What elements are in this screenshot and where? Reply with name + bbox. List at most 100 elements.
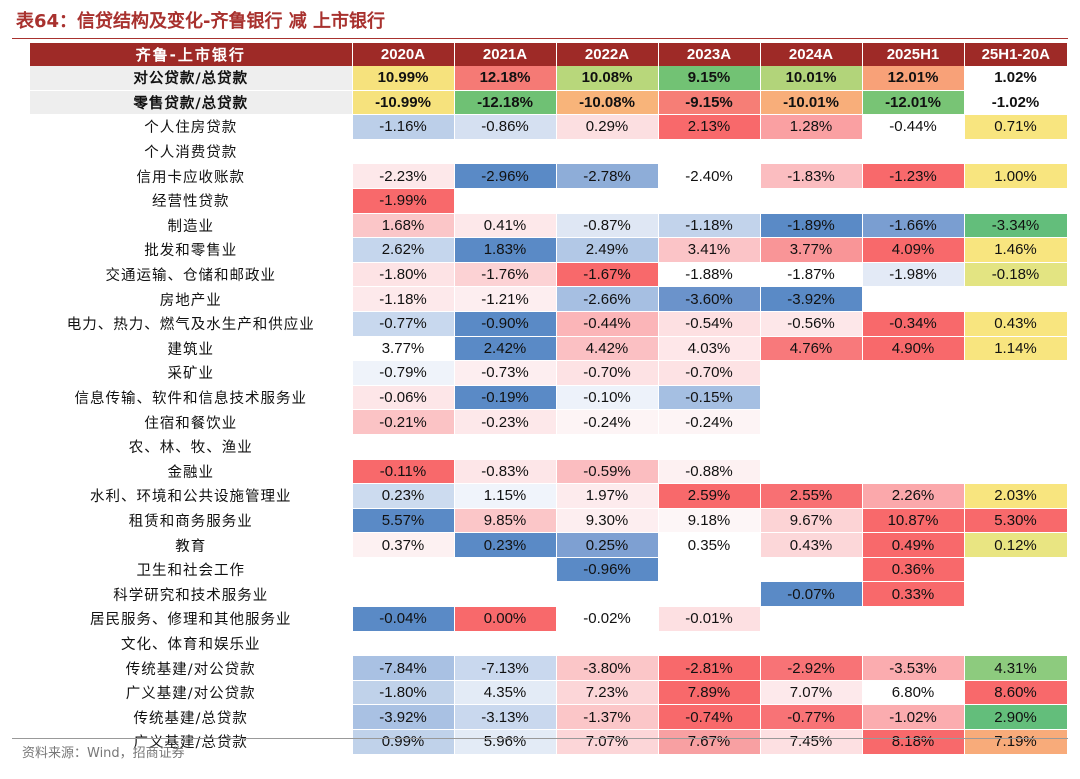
value-cell: -0.04% xyxy=(352,606,455,632)
table-row: 制造业 1.68% 0.41% -0.87% -1.18% -1.89% -1.66% -3.… xyxy=(30,212,1068,239)
table-title: 表64：信贷结构及变化-齐鲁银行 减 上市银行 xyxy=(16,11,386,32)
value-cell: -2.78% xyxy=(556,163,659,189)
value-cell: 7.07% xyxy=(556,729,659,755)
value-cell xyxy=(760,139,863,165)
value-cell: -1.66% xyxy=(862,212,965,239)
table-row: 交通运输、仓储和邮政业 -1.80% -1.76% -1.67% -1.88% -1.87… xyxy=(30,262,1068,288)
value-cell xyxy=(658,188,761,214)
row-label: 批发和零售业 xyxy=(30,237,353,263)
value-cell: 4.76% xyxy=(760,336,863,362)
value-cell xyxy=(862,385,965,411)
value-cell xyxy=(862,606,965,632)
row-label: 广义基建/对公贷款 xyxy=(30,680,353,706)
value-cell xyxy=(862,434,965,460)
value-cell: -0.02% xyxy=(556,606,659,632)
value-cell xyxy=(862,409,965,435)
value-cell: -0.11% xyxy=(352,459,455,485)
value-cell: 8.60% xyxy=(964,680,1068,706)
header-change: 25H1-20A xyxy=(964,43,1067,66)
table-row: 教育 0.37% 0.23% 0.25% 0.35% 0.43% 0.49% 0.12% xyxy=(30,532,1068,558)
value-cell: -0.73% xyxy=(454,360,557,386)
value-cell xyxy=(454,581,557,608)
row-label: 交通运输、仓储和邮政业 xyxy=(30,262,353,288)
value-cell: -1.80% xyxy=(352,262,455,288)
value-cell: -1.37% xyxy=(556,704,659,731)
value-cell xyxy=(556,581,659,608)
row-label: 传统基建/总贷款 xyxy=(30,704,353,731)
value-cell: -1.23% xyxy=(862,163,965,189)
value-cell xyxy=(964,581,1068,608)
value-cell: -0.59% xyxy=(556,459,659,485)
value-cell: -0.19% xyxy=(454,385,557,411)
value-cell xyxy=(760,409,863,435)
credit-structure-table-wrap: 齐鲁-上市银行 2020A 2021A 2022A 2023A 2024A 20… xyxy=(30,43,1068,755)
value-cell: -0.18% xyxy=(964,262,1068,288)
row-label: 采矿业 xyxy=(30,360,353,386)
value-cell: 3.41% xyxy=(658,237,761,263)
header-2025h1: 2025H1 xyxy=(862,43,965,66)
row-label: 居民服务、修理和其他服务业 xyxy=(30,606,353,632)
value-cell: -0.01% xyxy=(658,606,761,632)
table-row: 房地产业 -1.18% -1.21% -2.66% -3.60% -3.92% xyxy=(30,286,1068,312)
value-cell: 7.07% xyxy=(760,680,863,706)
table-row: 居民服务、修理和其他服务业 -0.04% 0.00% -0.02% -0.01% xyxy=(30,606,1068,632)
value-cell: -1.02% xyxy=(862,704,965,731)
value-cell xyxy=(862,139,965,165)
table-row: 批发和零售业 2.62% 1.83% 2.49% 3.41% 3.77% 4.09% 1.46… xyxy=(30,237,1068,263)
value-cell: -2.96% xyxy=(454,163,557,189)
value-cell: -0.54% xyxy=(658,311,761,337)
value-cell xyxy=(658,631,761,657)
value-cell: 0.37% xyxy=(352,532,455,558)
value-cell xyxy=(454,188,557,214)
value-cell: 2.90% xyxy=(964,704,1068,731)
value-cell: -0.23% xyxy=(454,409,557,435)
value-cell: 2.49% xyxy=(556,237,659,263)
value-cell: 0.36% xyxy=(862,557,965,583)
table-row: 农、林、牧、渔业 xyxy=(30,434,1068,460)
value-cell xyxy=(964,434,1068,460)
value-cell xyxy=(760,360,863,386)
table-row: 对公贷款/总贷款 10.99% 12.18% 10.08% 9.15% 10.01% 12.… xyxy=(30,66,1068,91)
value-cell xyxy=(964,188,1068,214)
value-cell: -0.70% xyxy=(658,360,761,386)
header-2022a: 2022A xyxy=(556,43,659,66)
header-row: 齐鲁-上市银行 2020A 2021A 2022A 2023A 2024A 20… xyxy=(30,43,1067,66)
value-cell: 0.49% xyxy=(862,532,965,558)
value-cell: -0.86% xyxy=(454,114,557,140)
value-cell: 0.33% xyxy=(862,581,965,608)
row-label: 水利、环境和公共设施管理业 xyxy=(30,483,353,509)
value-cell xyxy=(760,385,863,411)
value-cell: -0.87% xyxy=(556,212,659,239)
row-label: 广义基建/总贷款 xyxy=(30,729,353,755)
value-cell: -2.23% xyxy=(352,163,455,189)
table-row: 住宿和餐饮业 -0.21% -0.23% -0.24% -0.24% xyxy=(30,409,1068,435)
value-cell xyxy=(760,631,863,657)
value-cell: 4.35% xyxy=(454,680,557,706)
value-cell xyxy=(556,434,659,460)
value-cell: -10.01% xyxy=(760,90,863,116)
value-cell: -9.15% xyxy=(658,90,761,116)
value-cell xyxy=(352,557,455,583)
value-cell: 7.23% xyxy=(556,680,659,706)
value-cell: 5.96% xyxy=(454,729,557,755)
value-cell: 9.67% xyxy=(760,508,863,534)
value-cell: 1.83% xyxy=(454,237,557,263)
value-cell: -3.53% xyxy=(862,655,965,681)
value-cell xyxy=(964,385,1068,411)
value-cell xyxy=(454,557,557,583)
value-cell: -0.83% xyxy=(454,459,557,485)
value-cell: -7.13% xyxy=(454,655,557,681)
header-2024a: 2024A xyxy=(760,43,863,66)
value-cell xyxy=(964,286,1068,312)
value-cell: -1.87% xyxy=(760,262,863,288)
value-cell: -10.08% xyxy=(556,90,659,116)
value-cell xyxy=(760,434,863,460)
header-label-column: 齐鲁-上市银行 xyxy=(30,43,353,66)
value-cell: 2.55% xyxy=(760,483,863,509)
table-row: 电力、热力、燃气及水生产和供应业 -0.77% -0.90% -0.44% -0.54%… xyxy=(30,311,1068,337)
value-cell: 1.68% xyxy=(352,212,455,239)
table-row: 经营性贷款 -1.99% xyxy=(30,188,1068,214)
value-cell: 0.43% xyxy=(964,311,1068,337)
table-row: 广义基建/对公贷款 -1.80% 4.35% 7.23% 7.89% 7.07% 6.80%… xyxy=(30,680,1068,706)
value-cell: 0.35% xyxy=(658,532,761,558)
